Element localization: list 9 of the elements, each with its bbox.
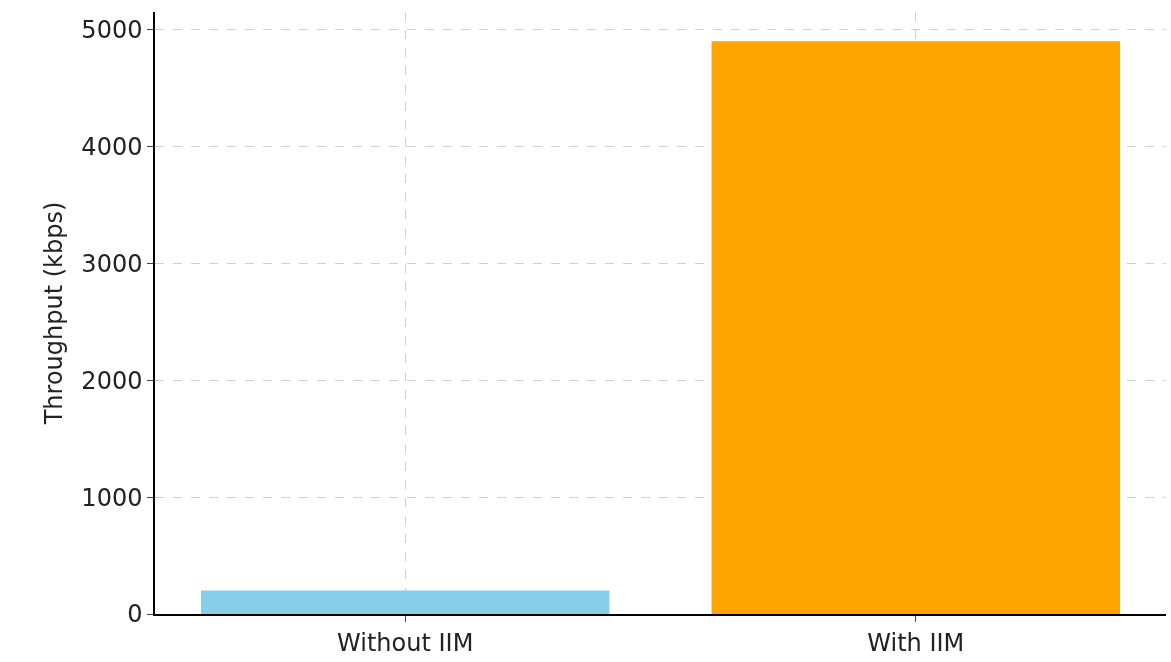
x-tick-label: With IIM [867, 628, 965, 657]
x-tick-label: Without IIM [337, 628, 474, 657]
y-axis-title: Throughput (kbps) [39, 201, 68, 426]
y-tick-label: 5000 [81, 15, 143, 44]
y-tick-label: 0 [127, 600, 143, 629]
y-tick-label: 2000 [81, 366, 143, 395]
y-tick-label: 4000 [81, 132, 143, 161]
y-tick-label: 3000 [81, 249, 143, 278]
y-tick-label: 1000 [81, 483, 143, 512]
